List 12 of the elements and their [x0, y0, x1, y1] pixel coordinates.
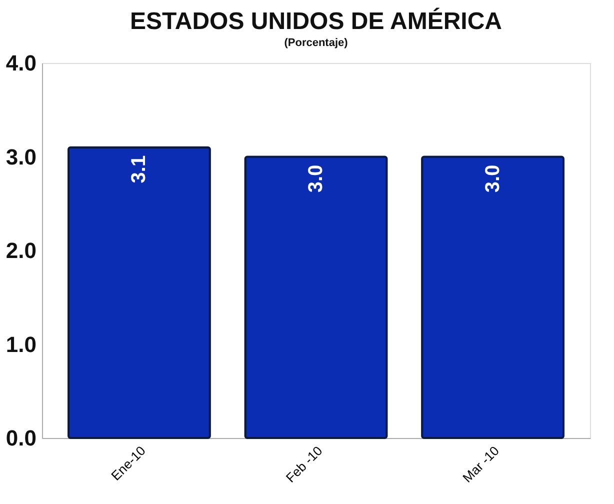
data-label: 3.1	[128, 155, 150, 184]
y-tick-label: 1.0	[6, 332, 36, 357]
y-tick-label: 4.0	[6, 50, 36, 76]
data-label: 3.0	[482, 164, 504, 193]
y-tick-label: 2.0	[6, 238, 36, 263]
chart-title: ESTADOS UNIDOS DE AMÉRICA	[130, 7, 502, 35]
y-tick-label: 0.0	[6, 426, 36, 450]
y-tick-label: 3.0	[6, 144, 36, 170]
data-label: 3.0	[305, 164, 327, 193]
x-tick-label: Mar -10	[460, 443, 502, 486]
x-tick-label: Feb -10	[282, 443, 326, 486]
chart-subtitle: (Porcentaje)	[284, 37, 348, 49]
